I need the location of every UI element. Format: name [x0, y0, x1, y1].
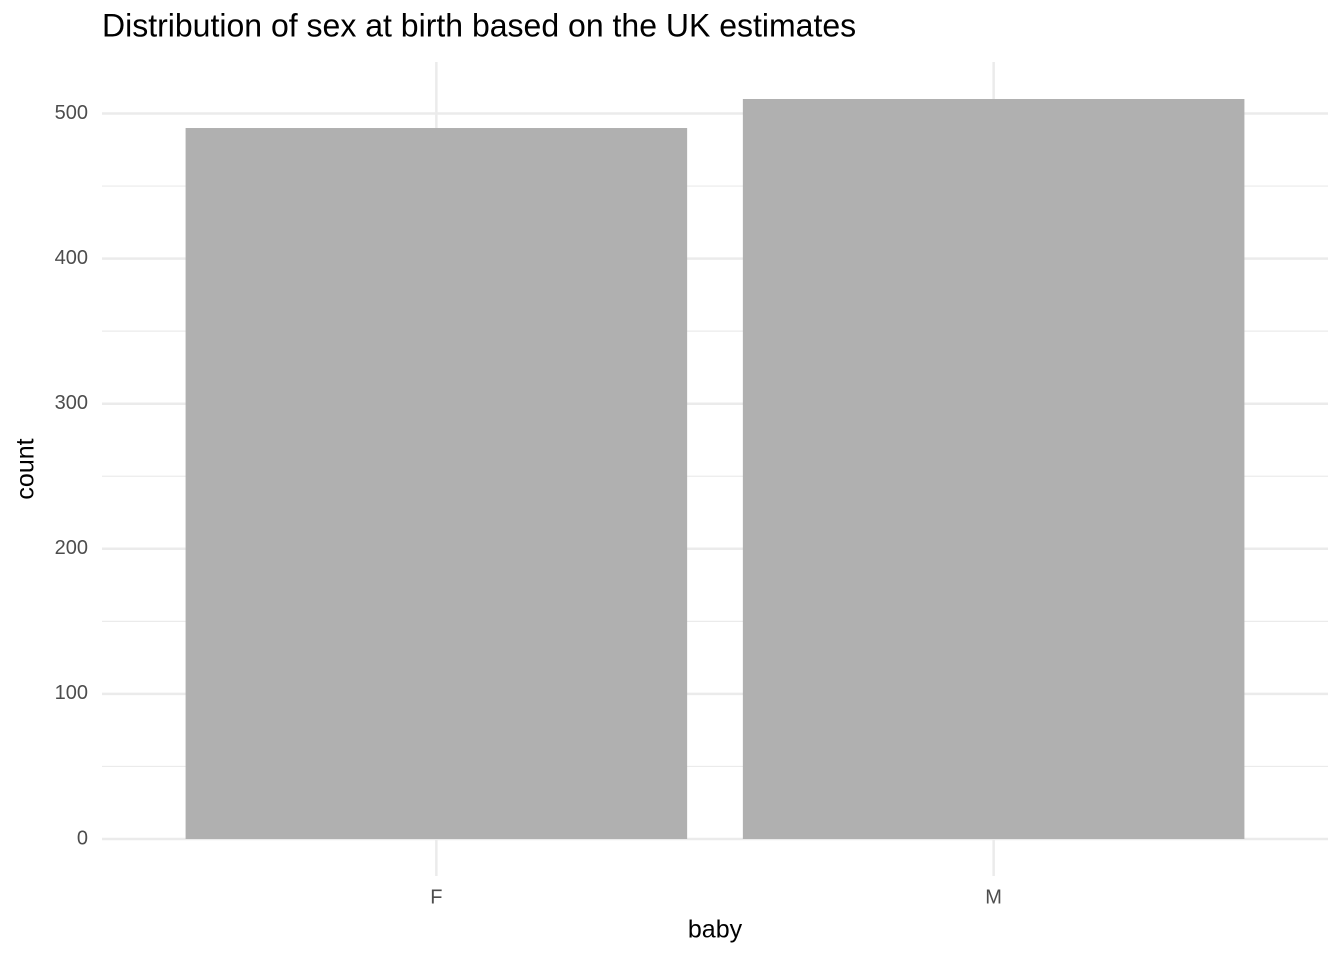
bar	[185, 128, 688, 840]
y-axis-title: count	[12, 438, 40, 499]
y-tick-label: 0	[77, 827, 88, 849]
y-tick-label: 200	[55, 537, 88, 559]
chart-title: Distribution of sex at birth based on th…	[102, 7, 856, 43]
y-tick-label: 500	[55, 102, 88, 124]
y-tick-label: 400	[55, 247, 88, 269]
x-tick-label: F	[430, 886, 442, 908]
bar	[742, 99, 1245, 839]
y-tick-label: 300	[55, 392, 88, 414]
y-tick-label: 100	[55, 682, 88, 704]
x-axis-title: baby	[688, 916, 743, 944]
x-tick-label: M	[985, 886, 1002, 908]
